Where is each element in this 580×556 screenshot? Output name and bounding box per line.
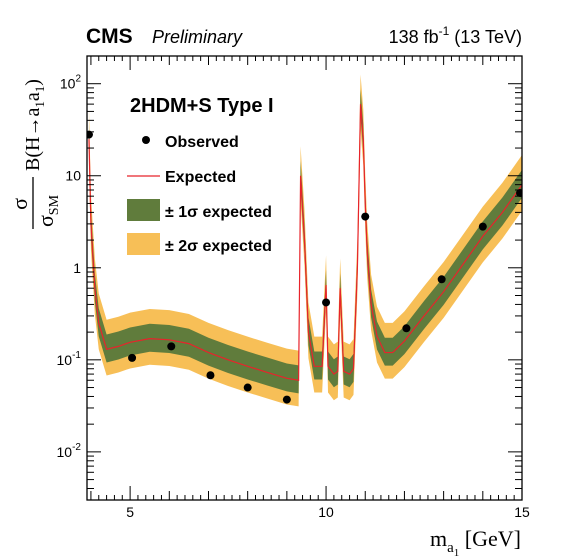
observed-point — [361, 212, 370, 221]
plot-area — [87, 74, 522, 407]
x-axis-symbol: m — [430, 526, 447, 551]
legend-band-2sigma-swatch — [127, 233, 160, 255]
preliminary-label: Preliminary — [152, 27, 243, 47]
energy-label: (13 TeV) — [449, 27, 522, 47]
x-tick-label: 5 — [126, 504, 134, 520]
x-axis-unit: [GeV] — [459, 526, 521, 551]
luminosity-value: 138 fb — [389, 27, 439, 47]
y-axis-br-mid: a — [22, 92, 44, 101]
y-axis-br-sub2: 1 — [32, 86, 47, 93]
y-axis-sigma-denominator: σ — [33, 215, 58, 227]
observed-point — [167, 342, 176, 351]
x-axis-title: ma1 [GeV] — [430, 526, 521, 556]
observed-point — [128, 353, 137, 362]
axis-tick-labels: 5 10 15 10-2 10-1 1 10 102 — [57, 74, 530, 520]
legend-band-1sigma-swatch — [127, 199, 160, 221]
y-axis-branching: B(H→a1a1) — [22, 79, 47, 171]
y-tick-label: 10-1 — [57, 350, 82, 368]
y-axis-title: σ σSM B(H→a1a1) — [7, 79, 62, 229]
observed-points — [87, 130, 522, 404]
observed-point — [206, 371, 215, 380]
legend-expected-label: Expected — [165, 169, 236, 186]
x-tick-label: 15 — [514, 504, 530, 520]
observed-point — [87, 130, 93, 139]
legend-title: 2HDM+S Type I — [130, 95, 274, 117]
observed-point — [402, 324, 411, 333]
legend-observed-marker — [142, 136, 150, 144]
luminosity-exponent: -1 — [439, 24, 450, 38]
observed-point — [243, 383, 252, 392]
band-1sigma — [88, 89, 522, 394]
legend: 2HDM+S Type I Observed Expected ± 1σ exp… — [127, 95, 274, 255]
observed-point — [516, 188, 522, 197]
y-axis-br-close: ) — [22, 79, 44, 86]
y-tick-label: 102 — [60, 74, 82, 92]
luminosity-label: 138 fb-1 (13 TeV) — [389, 24, 522, 47]
observed-point — [282, 395, 291, 404]
y-axis-br-sub1: 1 — [32, 101, 47, 108]
observed-point — [437, 275, 446, 284]
y-axis-br-open: B(H→a — [22, 108, 44, 171]
legend-band-1sigma-label: ± 1σ expected — [165, 204, 272, 221]
y-axis-sigma-sm: σSM — [33, 194, 62, 227]
legend-band-2sigma-label: ± 2σ expected — [165, 238, 272, 255]
legend-observed-label: Observed — [165, 134, 239, 151]
x-axis-subsub: 1 — [454, 547, 460, 556]
y-tick-label: 10 — [65, 168, 81, 184]
observed-point — [322, 298, 331, 307]
plot-frame — [86, 55, 523, 501]
x-tick-label: 10 — [318, 504, 334, 520]
observed-point — [478, 222, 487, 231]
expected-line — [88, 104, 522, 381]
y-tick-label: 1 — [73, 260, 81, 276]
x-axis-sub: a — [447, 540, 454, 556]
axis-ticks — [87, 55, 523, 501]
y-tick-label: 10-2 — [57, 442, 82, 460]
cms-label: CMS — [86, 25, 133, 48]
y-axis-sigma: σ — [7, 198, 32, 210]
y-axis-sm-sub: SM — [47, 194, 62, 215]
